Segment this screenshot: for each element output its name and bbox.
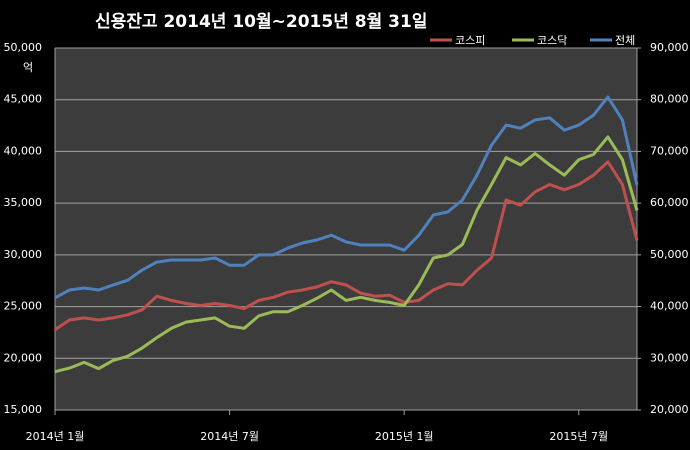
y-tick-label: 35,000: [4, 196, 43, 209]
y2-tick-label: 90,000: [650, 41, 689, 54]
x-tick-label: 2015년 1월: [375, 430, 434, 443]
legend-label: 전체: [615, 34, 635, 47]
y-tick-label: 15,000: [4, 403, 43, 416]
x-tick-label: 2014년 1월: [26, 430, 85, 443]
x-tick-label: 2015년 7월: [549, 430, 608, 443]
y-tick-label: 30,000: [4, 248, 43, 261]
series-line: [54, 95, 639, 300]
y2-tick-label: 80,000: [650, 93, 689, 106]
y2-tick-label: 60,000: [650, 196, 689, 209]
legend-label: 코스피: [455, 34, 485, 47]
x-tick-label: 2014년 7월: [200, 430, 259, 443]
y2-tick-label: 70,000: [650, 144, 689, 157]
y-tick-label: 45,000: [4, 93, 43, 106]
plot-area: [55, 48, 637, 410]
legend-label: 코스닥: [537, 34, 567, 47]
y-tick-label: 50,000: [4, 41, 43, 54]
series-line: [54, 135, 639, 374]
y-axis-label: 억: [23, 61, 33, 74]
y-tick-label: 40,000: [4, 144, 43, 157]
y2-tick-label: 30,000: [650, 351, 689, 364]
series-line: [54, 160, 639, 332]
chart-title: 신용잔고 2014년 10월~2015년 8월 31일: [95, 12, 427, 32]
y-tick-label: 25,000: [4, 300, 43, 313]
y2-tick-label: 40,000: [650, 300, 689, 313]
y-tick-label: 20,000: [4, 351, 43, 364]
y2-tick-label: 20,000: [650, 403, 689, 416]
y2-tick-label: 50,000: [650, 248, 689, 261]
